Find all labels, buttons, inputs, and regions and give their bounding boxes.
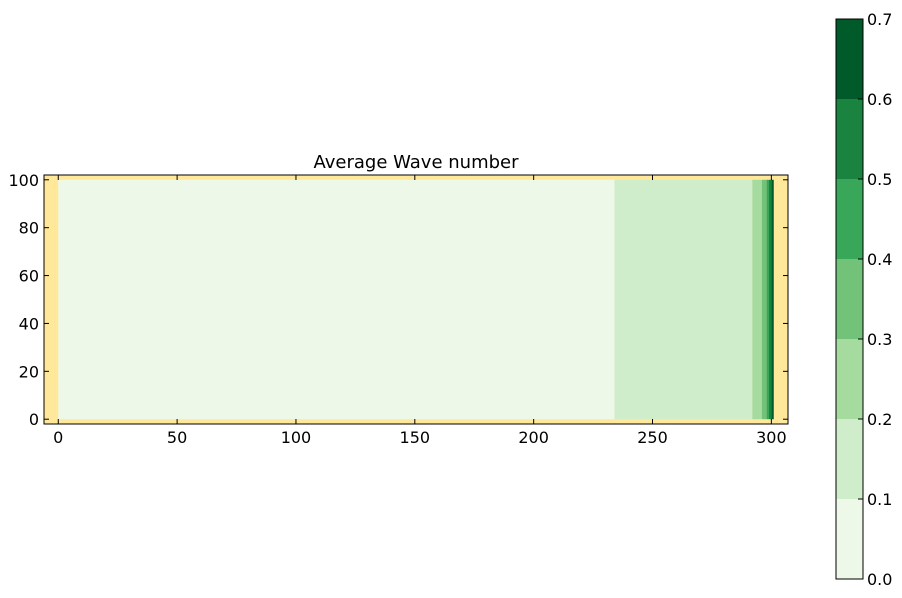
heatmap-cell-6 xyxy=(771,179,774,420)
colorbar-tick-label-4: 0.4 xyxy=(867,250,892,269)
x-tick-label-0: 0 xyxy=(53,428,63,447)
y-tick-label-3: 60 xyxy=(19,267,39,286)
x-tick-label-5: 250 xyxy=(637,428,668,447)
colorbar-tick-label-0: 0.0 xyxy=(867,570,892,589)
x-tick-label-3: 150 xyxy=(400,428,431,447)
colorbar-tick-label-7: 0.7 xyxy=(867,10,892,29)
y-tick-label-2: 40 xyxy=(19,314,39,333)
heatmap-cell-3 xyxy=(761,179,767,420)
colorbar-tick-label-1: 0.1 xyxy=(867,490,892,509)
colorbar-tick-label-5: 0.5 xyxy=(867,170,892,189)
plot-frame xyxy=(43,174,789,425)
colorbar-segment-6 xyxy=(836,19,863,99)
colorbar-tick-label-3: 0.3 xyxy=(867,330,892,349)
colorbar-tick-label-2: 0.2 xyxy=(867,410,892,429)
heatmap-cell-5 xyxy=(768,179,772,420)
heatmap-cell-2 xyxy=(752,179,762,420)
colorbar-segment-5 xyxy=(836,99,863,179)
colorbar-frame xyxy=(835,18,864,580)
colorbar-segment-3 xyxy=(836,259,863,339)
heatmap-cell-0 xyxy=(58,179,615,420)
x-tick-label-2: 100 xyxy=(281,428,312,447)
y-tick-label-4: 80 xyxy=(19,219,39,238)
heatmap-cell-1 xyxy=(614,179,753,420)
heatmap-cell-4 xyxy=(766,179,769,420)
y-tick-label-5: 100 xyxy=(8,171,39,190)
colorbar-segment-2 xyxy=(836,339,863,419)
y-tick-label-1: 20 xyxy=(19,362,39,381)
x-tick-label-6: 300 xyxy=(756,428,787,447)
x-tick-label-4: 200 xyxy=(518,428,549,447)
chart-title: Average Wave number xyxy=(313,152,519,173)
colorbar-segment-1 xyxy=(836,419,863,499)
colorbar-segment-0 xyxy=(836,499,863,579)
x-tick-label-1: 50 xyxy=(167,428,187,447)
colorbar-tick-label-6: 0.6 xyxy=(867,90,892,109)
colorbar-segment-4 xyxy=(836,179,863,259)
y-tick-label-0: 0 xyxy=(29,410,39,429)
